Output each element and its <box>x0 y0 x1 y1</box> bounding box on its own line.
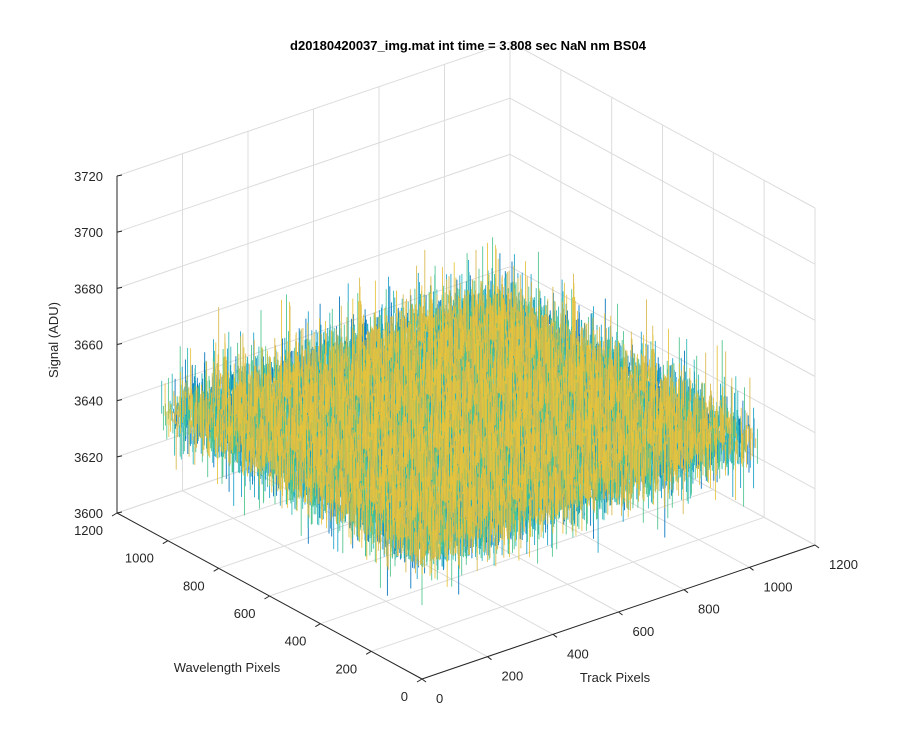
surface-mesh <box>161 237 758 606</box>
y-tick-mark <box>264 595 270 600</box>
y-tick-mark <box>111 512 118 517</box>
y-tick-label: 200 <box>335 661 357 676</box>
wall-grid-z <box>116 153 511 289</box>
x-tick-label: 200 <box>502 669 524 684</box>
y-tick-label: 400 <box>285 634 307 649</box>
tick-labels: 0 200 400 600 800 1000 1200 0 200 400 600 800 1000 12… <box>74 169 858 706</box>
y-tick-label: 1000 <box>125 551 154 566</box>
z-tick-label: 3700 <box>74 225 103 240</box>
x-tick-label: 400 <box>567 646 589 661</box>
y-tick-mark <box>315 623 321 628</box>
z-tick-mark <box>116 343 123 345</box>
chart-title: d20180420037_img.mat int time = 3.808 se… <box>290 38 647 53</box>
wall-grid-z <box>116 41 511 177</box>
floor-grid-y <box>320 489 714 625</box>
z-tick-label: 3600 <box>74 506 103 521</box>
x-tick-mark <box>421 678 427 683</box>
x-tick-label: 600 <box>633 624 655 639</box>
wall-grid-z <box>509 266 816 434</box>
z-tick-mark <box>116 230 123 233</box>
y-tick-label: 1200 <box>74 523 103 538</box>
z-tick-label: 3640 <box>74 394 103 409</box>
x-tick-label: 1000 <box>764 579 793 594</box>
z-tick-mark <box>116 511 123 514</box>
z-tick-mark <box>116 455 123 458</box>
z-tick-mark <box>116 286 123 289</box>
x-axis-label: Track Pixels <box>580 670 651 685</box>
wall-grid-z <box>509 97 816 265</box>
wall-grid-z <box>509 41 816 209</box>
z-tick-mark <box>116 399 123 402</box>
z-tick-label: 3660 <box>74 338 103 353</box>
surface-strands <box>164 242 753 587</box>
x-tick-mark <box>618 611 623 616</box>
z-tick-label: 3680 <box>74 281 103 296</box>
x-tick-label: 1200 <box>829 557 858 572</box>
wall-grid-z <box>509 210 816 377</box>
x-tick-mark <box>552 633 558 638</box>
y-tick-mark <box>365 650 372 655</box>
floor-grid-y <box>371 516 765 652</box>
x-tick-mark <box>487 656 492 661</box>
x-tick-mark <box>683 589 689 594</box>
y-tick-label: 600 <box>234 606 256 621</box>
wall-grid-z <box>116 97 511 233</box>
x-tick-mark <box>749 566 754 571</box>
y-axis-label: Wavelength Pixels <box>174 660 281 675</box>
x-tick-label: 0 <box>436 691 443 706</box>
x-tick-label: 800 <box>698 602 720 617</box>
z-tick-label: 3720 <box>74 169 103 184</box>
z-axis-label: Signal (ADU) <box>46 302 61 378</box>
x-tick-mark <box>814 544 820 549</box>
wall-grid-z <box>116 210 511 345</box>
y-tick-mark <box>416 678 423 683</box>
wall-grid-z <box>509 153 816 321</box>
y-tick-mark <box>162 540 169 545</box>
z-tick-label: 3620 <box>74 450 103 465</box>
y-tick-label: 0 <box>401 689 408 704</box>
z-tick-mark <box>116 174 123 177</box>
y-tick-label: 800 <box>183 578 205 593</box>
y-tick-mark <box>213 567 219 572</box>
